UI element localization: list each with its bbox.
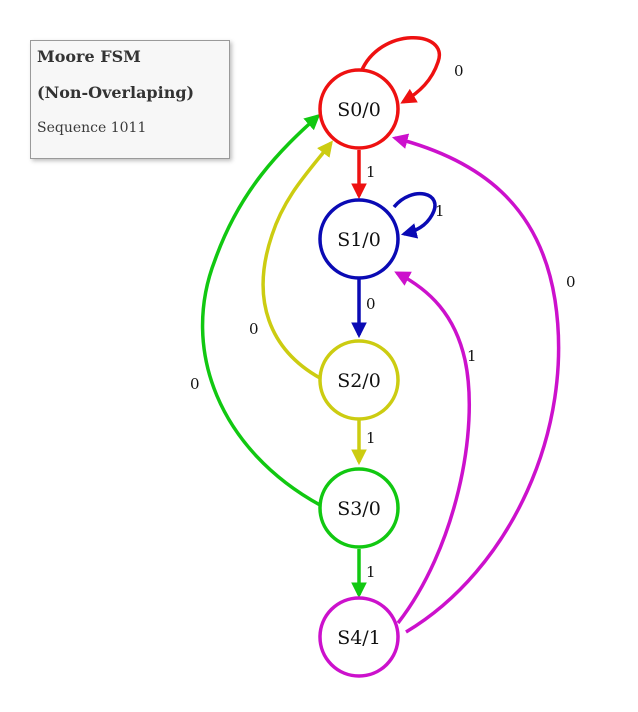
label-s2-to-s0: 0 xyxy=(249,320,259,338)
legend-box: Moore FSM (Non-Overlaping) Sequence 1011 xyxy=(30,40,230,159)
edge-s2-to-s0 xyxy=(261,140,333,380)
label-s1-to-s2: 0 xyxy=(366,295,376,313)
state-s2: S2/0 xyxy=(318,339,400,421)
state-s2-label: S2/0 xyxy=(337,370,381,392)
state-s1: S1/0 xyxy=(318,198,400,280)
label-s4-to-s1: 1 xyxy=(467,347,477,365)
label-s2-to-s3: 1 xyxy=(366,429,376,447)
legend-sequence: Sequence 1011 xyxy=(37,120,147,136)
state-s4-label: S4/1 xyxy=(337,627,381,649)
state-s3: S3/0 xyxy=(318,467,400,549)
label-s3-to-s4: 1 xyxy=(366,563,376,581)
edge-s1-self xyxy=(392,191,437,239)
state-s1-label: S1/0 xyxy=(337,229,381,251)
label-s3-to-s0: 0 xyxy=(190,375,200,393)
edge-s3-to-s0 xyxy=(200,113,321,507)
edge-s4-to-s1 xyxy=(394,271,471,625)
label-s1-self: 1 xyxy=(435,202,445,220)
label-s0-self: 0 xyxy=(454,62,464,80)
edge-s0-self xyxy=(359,36,442,104)
label-s4-to-s0: 0 xyxy=(566,273,576,291)
edge-s4-to-s0 xyxy=(391,133,561,634)
state-s4: S4/1 xyxy=(318,596,400,678)
legend-title-qualifier: (Non-Overlaping) xyxy=(37,83,195,102)
state-s0-label: S0/0 xyxy=(337,99,381,121)
state-s3-label: S3/0 xyxy=(337,498,381,520)
state-s0: S0/0 xyxy=(318,68,400,150)
legend-title: Moore FSM xyxy=(37,47,141,66)
label-s0-to-s1: 1 xyxy=(366,163,376,181)
